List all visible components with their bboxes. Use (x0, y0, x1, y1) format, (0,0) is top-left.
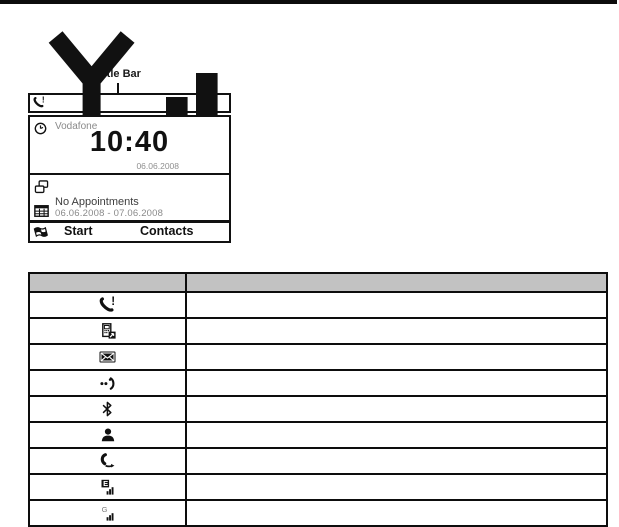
appointments-date-range: 06.06.2008 - 07.06.2008 (55, 208, 164, 219)
home-date: 06.06.2008 (136, 161, 179, 171)
description-cell (185, 291, 608, 319)
icon-cell: G (28, 499, 187, 527)
description-cell (185, 499, 608, 527)
edge-signal-icon: E (101, 479, 113, 495)
softkey-start: Start (64, 224, 93, 238)
description-cell (185, 343, 608, 371)
email-icon (99, 351, 116, 363)
table-row: ! (28, 291, 608, 319)
phone-title-bar: ! (28, 31, 231, 157)
description-cell (185, 369, 608, 397)
svg-text:G: G (101, 505, 107, 514)
table-header-desc-col (185, 272, 608, 293)
icon-cell (28, 447, 187, 475)
svg-text:!: ! (42, 96, 45, 105)
text-message-icon (101, 322, 116, 339)
bluetooth-icon (102, 401, 112, 417)
table-row (28, 369, 608, 397)
appointments-status: No Appointments (55, 196, 139, 208)
missed-call-icon: ! (33, 94, 46, 112)
table-header-row (28, 272, 608, 293)
table-row: G (28, 499, 608, 527)
softkey-contacts: Contacts (140, 224, 194, 238)
table-header-icon-col (28, 272, 187, 293)
svg-text:E: E (103, 479, 108, 488)
call-forward-icon (100, 453, 114, 468)
icon-cell: ! (28, 291, 187, 319)
carrier-name: Vodafone (55, 121, 98, 132)
status-icons-table: ! E G (28, 272, 608, 527)
table-row (28, 421, 608, 449)
contact-icon (101, 428, 114, 441)
icon-cell (28, 343, 187, 371)
table-row: E (28, 473, 608, 501)
missed-call-icon: ! (99, 296, 115, 312)
stacked-windows-icon (34, 178, 49, 193)
screen-divider (30, 173, 229, 175)
windows-flag-icon (32, 224, 49, 239)
calendar-icon (34, 202, 49, 217)
home-clock-time: 10:40 (89, 126, 170, 158)
icon-cell (28, 395, 187, 423)
page-top-rule (0, 0, 617, 4)
clock-icon (34, 120, 47, 135)
description-cell (185, 473, 608, 501)
table-row (28, 395, 608, 423)
icon-cell (28, 421, 187, 449)
description-cell (185, 317, 608, 345)
softkey-bar: Start Contacts (30, 220, 229, 241)
phone-home-screen: Vodafone 10:40 06.06.2008 No Appointment… (28, 115, 231, 243)
ringer-icon (100, 377, 115, 390)
description-cell (185, 447, 608, 475)
description-cell (185, 395, 608, 423)
icon-cell (28, 369, 187, 397)
description-cell (185, 421, 608, 449)
gprs-signal-icon: G (101, 505, 113, 521)
svg-text:!: ! (111, 296, 115, 308)
icon-cell (28, 317, 187, 345)
table-row (28, 447, 608, 475)
table-row (28, 317, 608, 345)
table-row (28, 343, 608, 371)
icon-cell: E (28, 473, 187, 501)
